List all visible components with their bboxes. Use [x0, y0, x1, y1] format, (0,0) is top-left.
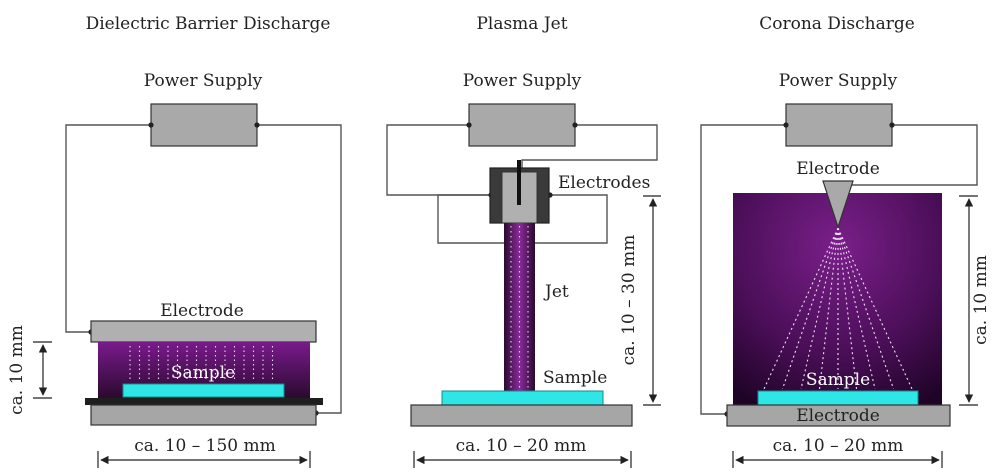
height-label-corona: ca. 10 mm — [971, 255, 991, 345]
panel-title-jet: Plasma Jet — [476, 14, 567, 34]
power-supply-label-dbd: Power Supply — [144, 71, 263, 91]
streamer — [818, 227, 839, 390]
sample-label-jet: Sample — [543, 368, 607, 388]
base-plate-jet — [410, 404, 633, 427]
height-label-jet: ca. 10 – 30 mm — [619, 235, 639, 366]
needle-electrode-corona — [822, 180, 854, 229]
jet-label: Jet — [543, 282, 569, 302]
streamer — [837, 227, 858, 390]
terminal-dot — [254, 122, 260, 128]
electrodes-label-jet: Electrodes — [558, 173, 650, 193]
power-supply-box-jet — [468, 103, 576, 147]
bottom-electrode-corona — [726, 404, 951, 427]
power-supply-box-corona — [785, 103, 893, 147]
panel-dbd: Dielectric Barrier Discharge Power Suppl… — [7, 14, 342, 468]
sample-dbd — [122, 383, 285, 398]
width-label-dbd: ca. 10 – 150 mm — [134, 436, 276, 456]
panel-title-corona: Corona Discharge — [759, 14, 915, 34]
power-supply-label-jet: Power Supply — [463, 71, 582, 91]
electrode-label-corona-top: Electrode — [796, 159, 880, 179]
width-label-jet: ca. 10 – 20 mm — [456, 436, 587, 456]
terminal-dot — [783, 122, 789, 128]
streamer — [781, 227, 839, 390]
wire-left-corona — [700, 124, 786, 415]
plasma-filaments-jet — [510, 226, 529, 388]
panel-plasma-jet: Plasma Jet Power Supply Electrodes Jet S… — [386, 14, 661, 468]
panel-title-dbd: Dielectric Barrier Discharge — [86, 14, 331, 34]
terminal-dot — [148, 122, 154, 128]
width-label-corona: ca. 10 – 20 mm — [773, 436, 904, 456]
terminal-dot — [466, 122, 472, 128]
sample-corona — [757, 390, 919, 406]
streamer — [837, 227, 895, 390]
plasma-filaments-dbd — [129, 346, 274, 382]
sample-jet — [441, 390, 604, 406]
wire-right-corona — [850, 124, 978, 186]
terminal-dot — [572, 122, 578, 128]
wire-left-dbd — [65, 124, 151, 333]
sample-label-dbd: Sample — [171, 363, 235, 383]
electrode-label-corona-bottom: Electrode — [796, 406, 880, 426]
top-electrode-dbd — [90, 320, 317, 343]
height-label-dbd: ca. 10 mm — [7, 325, 27, 415]
terminal-dot — [889, 122, 895, 128]
dielectric-barrier-dbd — [85, 398, 323, 405]
corona-streamers — [763, 227, 913, 390]
power-supply-label-corona: Power Supply — [779, 71, 898, 91]
power-supply-box-dbd — [150, 103, 258, 147]
sample-label-corona: Sample — [806, 370, 870, 390]
electrode-label-dbd: Electrode — [160, 301, 244, 321]
wire-right-dbd — [257, 124, 342, 414]
panel-corona: Corona Discharge Power Supply Electrode … — [700, 14, 991, 468]
bottom-electrode-dbd — [90, 404, 317, 426]
